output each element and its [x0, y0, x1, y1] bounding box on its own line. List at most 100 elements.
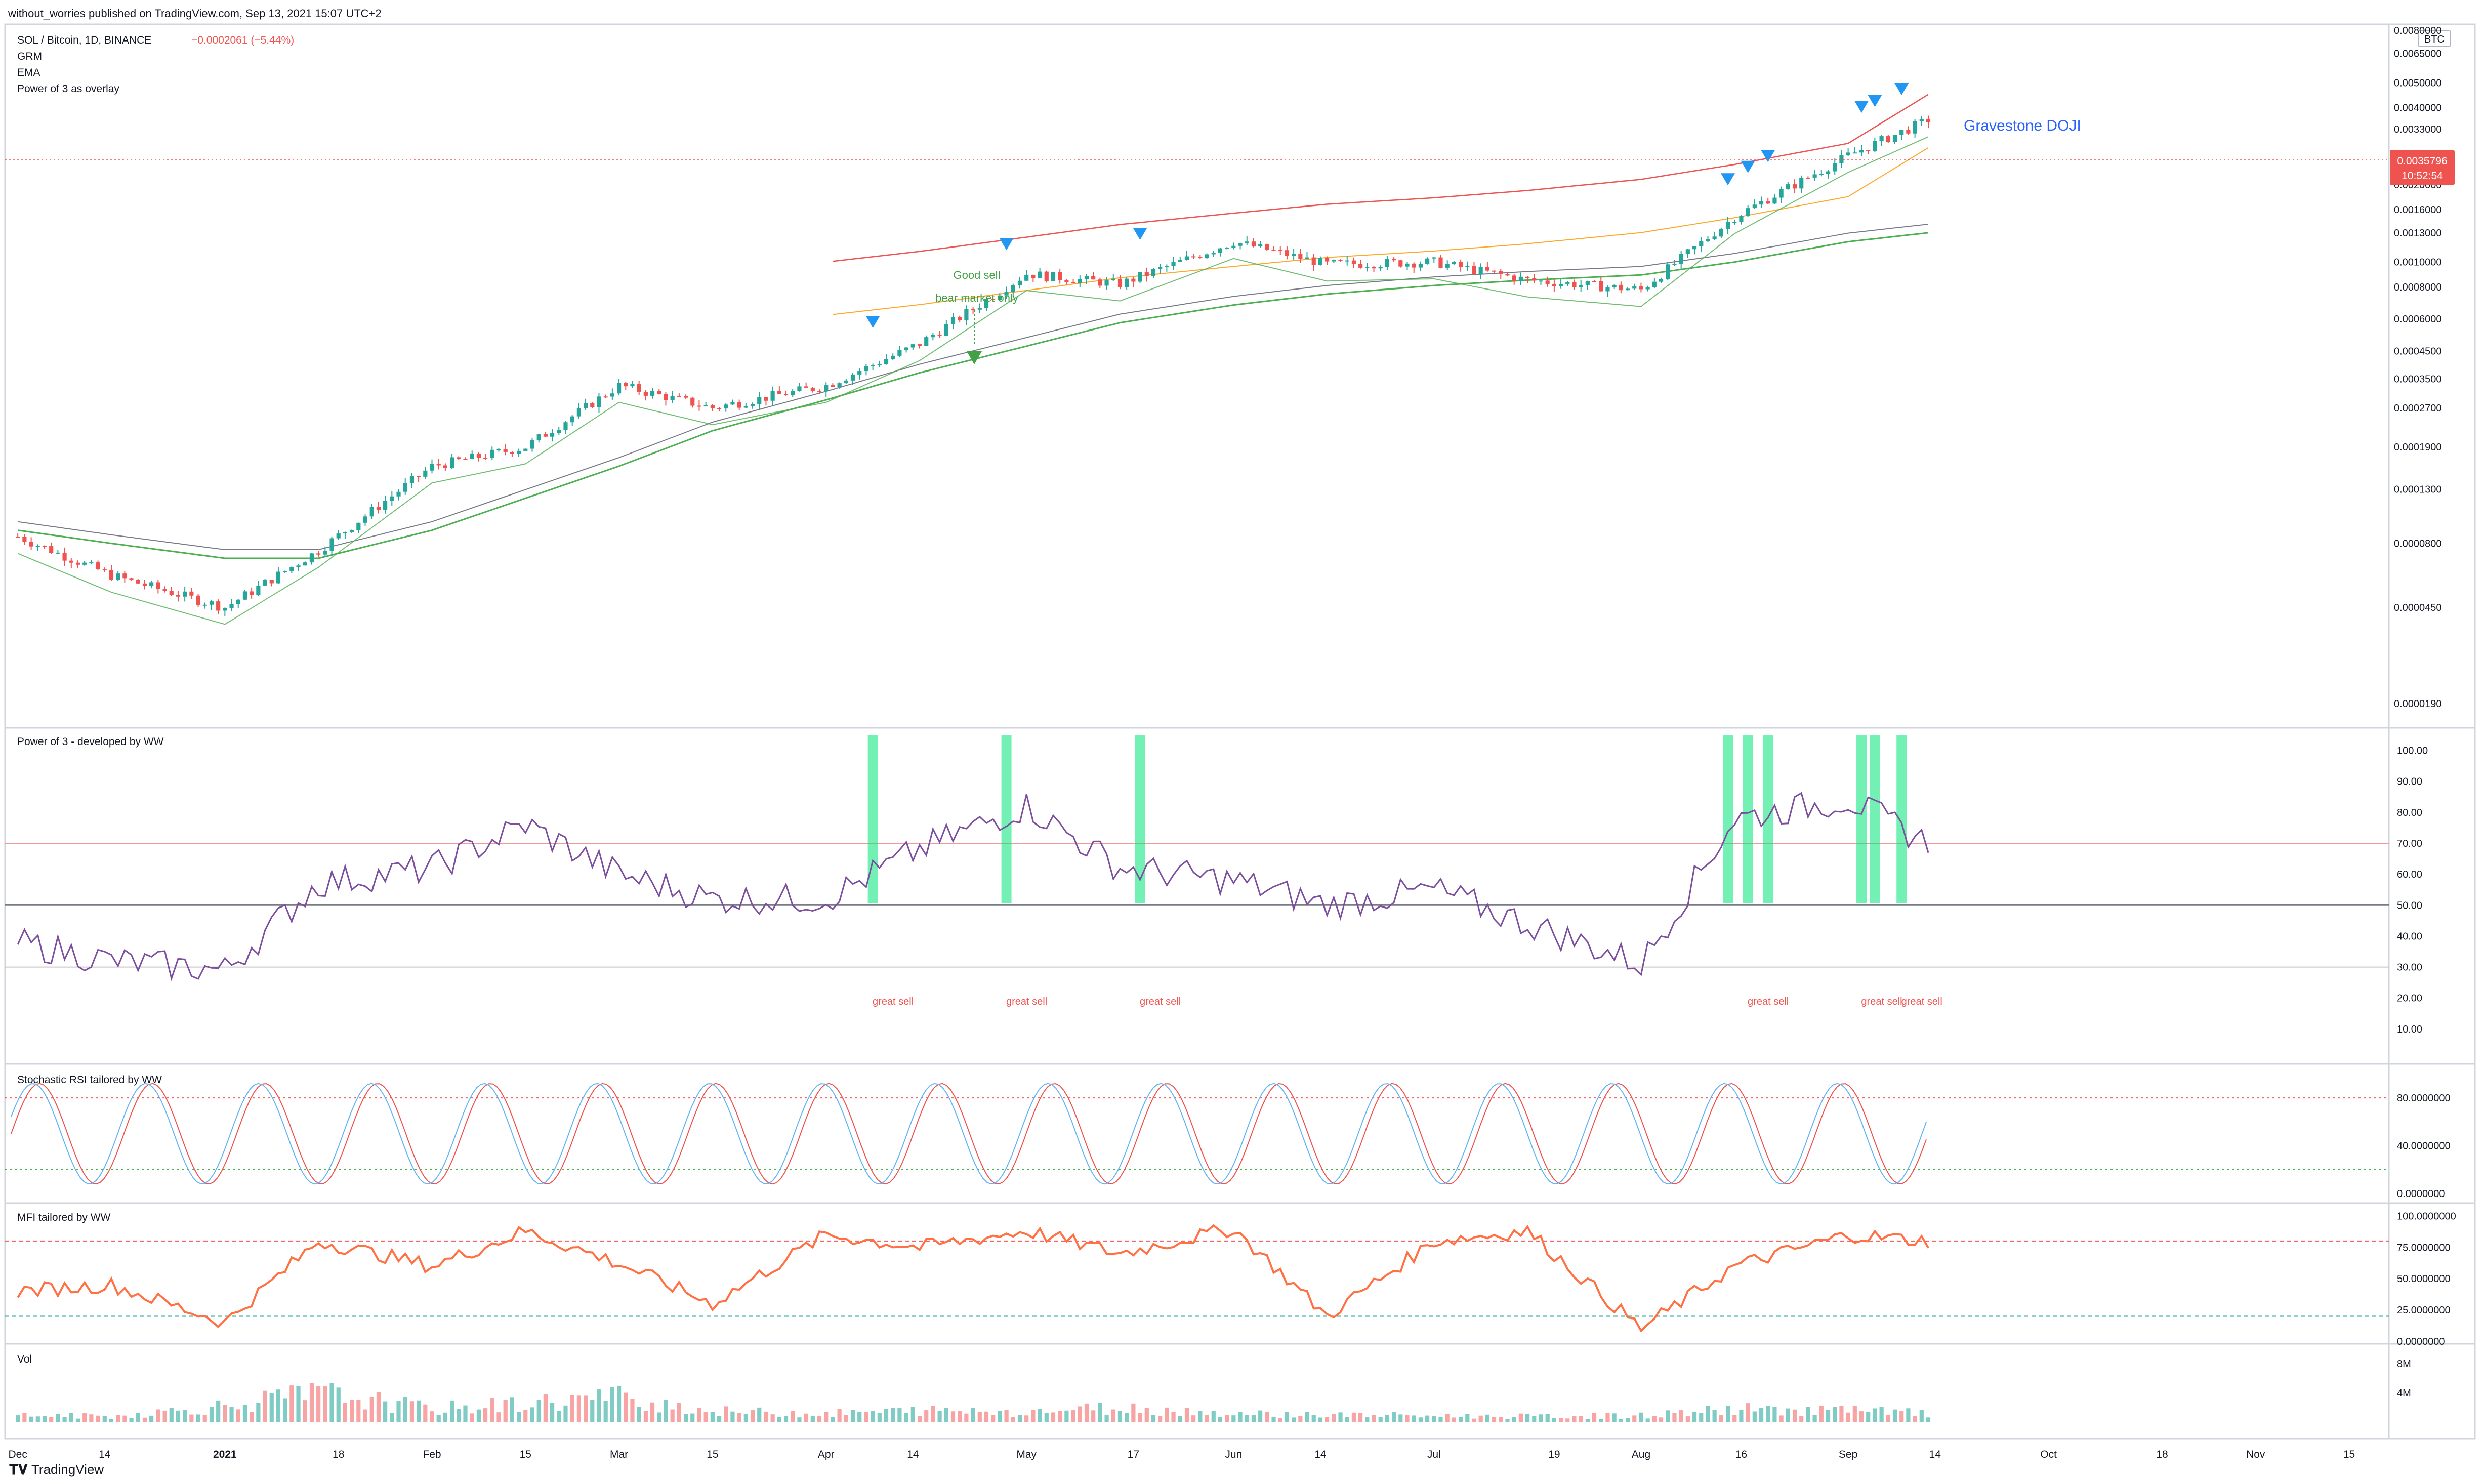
footer-brand: TradingView	[31, 1462, 104, 1477]
time-axis-tick: Mar	[610, 1449, 628, 1460]
volume-bar	[1098, 1403, 1102, 1422]
volume-bar	[1746, 1403, 1750, 1422]
candle-body	[884, 359, 889, 364]
candle-body	[710, 405, 715, 408]
volume-bar	[1278, 1418, 1282, 1422]
volume-bar	[1425, 1415, 1430, 1422]
volume-bar	[1211, 1411, 1216, 1422]
candle-body	[423, 470, 428, 477]
candle-body	[1826, 171, 1831, 174]
candle-body	[356, 522, 361, 530]
volume-bar	[603, 1401, 608, 1422]
volume-bar	[791, 1411, 795, 1422]
candle-body	[590, 403, 595, 407]
sell-signal-icon	[1761, 150, 1775, 162]
volume-bar	[764, 1411, 768, 1422]
volume-bar	[964, 1413, 969, 1422]
axis-labels: 0.0080000 0.0065000 0.0050000 0.0040000 0.00…	[9, 25, 2456, 1460]
volume-bar	[1305, 1412, 1309, 1422]
vol-axis-tick: 4M	[2397, 1388, 2411, 1399]
candle-body	[1271, 250, 1276, 251]
indicator-power-overlay[interactable]: Power of 3 as overlay	[17, 83, 119, 95]
volume-bar	[1852, 1406, 1857, 1422]
volume-bar	[1245, 1415, 1249, 1422]
vol-pane-title[interactable]: Vol	[17, 1353, 32, 1365]
volume-bar	[844, 1415, 848, 1422]
volume-bar	[937, 1411, 942, 1422]
mfi-pane-title[interactable]: MFI tailored by WW	[17, 1212, 111, 1223]
price-axis-tick: 0.0006000	[2394, 314, 2442, 325]
candle-body	[250, 591, 254, 595]
candle-body	[1792, 184, 1797, 189]
candle-body	[891, 355, 895, 359]
candle-body	[1539, 280, 1543, 282]
price-axis-tick: 0.0016000	[2394, 204, 2442, 216]
volume-bar	[557, 1411, 561, 1422]
volume-bar	[149, 1415, 154, 1422]
price-axis-tick: 0.0000450	[2394, 602, 2442, 613]
candle-body	[283, 571, 287, 572]
candle-body	[1452, 262, 1456, 264]
candle-body	[1866, 150, 1871, 151]
candle-body	[1859, 150, 1864, 153]
candle-body	[637, 384, 641, 392]
volume-bar	[804, 1413, 808, 1422]
tradingview-logo[interactable]: 𝐓𝐕 TradingView	[9, 1462, 104, 1477]
last-price-tag: 0.0035796 10:52:54	[5, 150, 2455, 185]
candle-body	[142, 583, 147, 586]
volume-bar	[450, 1400, 454, 1422]
volume-bar	[49, 1417, 54, 1422]
symbol-line[interactable]: SOL / Bitcoin, 1D, BINANCE	[17, 34, 151, 46]
candle-body	[149, 582, 154, 586]
volume-bar	[1919, 1410, 1924, 1422]
candle-body	[376, 507, 381, 510]
volume-bar	[750, 1410, 755, 1422]
candle-body	[964, 309, 969, 320]
volume-bar	[269, 1393, 274, 1422]
price-change: −0.0002061 (−5.44%)	[191, 34, 294, 46]
volume-bar	[1672, 1413, 1677, 1422]
volume-bar	[958, 1411, 962, 1422]
volume-bar	[129, 1418, 134, 1422]
candle-body	[624, 383, 628, 387]
power-signal-zone	[1856, 735, 1867, 903]
volume-bar	[1024, 1415, 1029, 1422]
great-sell-label: great sell	[1901, 996, 1942, 1007]
indicator-ema[interactable]: EMA	[17, 67, 40, 78]
volume-bar	[510, 1397, 514, 1422]
published-header: without_worries published on TradingView…	[8, 7, 382, 20]
candle-body	[1605, 287, 1610, 292]
volume-bar	[1892, 1409, 1897, 1422]
time-axis-tick: 15	[2343, 1449, 2355, 1460]
volume-bar	[263, 1390, 267, 1422]
volume-bar	[637, 1407, 641, 1422]
time-axis-tick: Oct	[2040, 1449, 2057, 1460]
volume-bar	[1372, 1415, 1376, 1422]
indicator-grm[interactable]: GRM	[17, 51, 42, 62]
candle-body	[1117, 278, 1123, 287]
candle-body	[703, 405, 708, 406]
volume-bar	[403, 1397, 407, 1422]
volume-bar	[1071, 1410, 1075, 1422]
candle-body	[1231, 245, 1236, 248]
candle-body	[1218, 248, 1223, 253]
candle-body	[1706, 239, 1710, 241]
volume-bar	[1799, 1416, 1804, 1422]
volume-bar	[1786, 1408, 1790, 1422]
volume-bar	[1365, 1417, 1370, 1422]
volume-bar	[757, 1407, 762, 1422]
volume-bar	[1218, 1417, 1223, 1422]
currency-badge[interactable]: BTC	[2418, 30, 2451, 47]
volume-bar	[242, 1405, 247, 1422]
stoch-pane-title[interactable]: Stochastic RSI tailored by WW	[17, 1074, 162, 1086]
great-sell-label: great sell	[1006, 996, 1047, 1007]
volume-bar	[717, 1416, 722, 1422]
candle-body	[35, 546, 40, 547]
stoch-d-line	[11, 1083, 1927, 1185]
candle-body	[643, 392, 648, 396]
volume-bar	[1051, 1412, 1056, 1422]
candle-body	[1478, 267, 1483, 274]
power-signal-zone	[1723, 735, 1733, 903]
power-pane-title[interactable]: Power of 3 - developed by WW	[17, 736, 164, 748]
candle-body	[1425, 258, 1430, 264]
